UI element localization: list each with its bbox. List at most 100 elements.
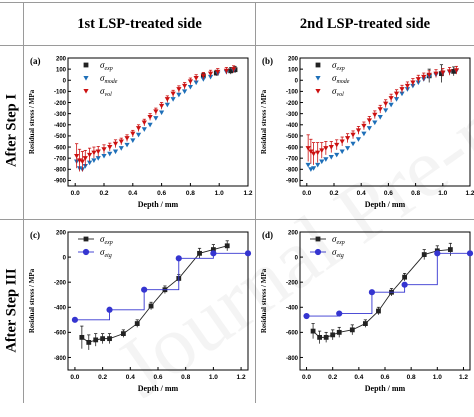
legend-marker [83, 62, 89, 68]
y-tick-label: -700 [286, 156, 299, 162]
data-point [200, 77, 206, 82]
plot-frame [299, 57, 471, 187]
data-point [120, 331, 126, 337]
data-point [107, 151, 113, 157]
data-point [153, 109, 159, 115]
data-point [159, 110, 165, 116]
x-tick-label: 0.0 [302, 374, 311, 381]
legend-label: σvol [332, 86, 344, 98]
series-etg [71, 250, 252, 323]
legend-label: σexp [100, 234, 113, 246]
x-tick-label: 0.6 [384, 190, 393, 197]
data-point [95, 149, 101, 155]
data-point [176, 87, 182, 92]
x-tick-label: 0.0 [71, 190, 80, 197]
x-tick-label: 0.0 [302, 190, 311, 197]
y-tick-label: -200 [54, 101, 67, 107]
x-tick-label: 1.0 [209, 374, 218, 381]
data-point [393, 91, 400, 97]
data-point [91, 150, 97, 156]
data-point [224, 243, 230, 249]
legend-label: σexp [332, 234, 345, 246]
y-tick-label: -400 [54, 306, 67, 312]
data-point [101, 147, 107, 152]
data-point [207, 71, 214, 77]
legend-subscript: exp [104, 240, 112, 246]
plot-frame [67, 231, 249, 371]
data-point [339, 139, 345, 145]
data-point [393, 97, 400, 102]
y-tick-label: 0 [295, 79, 299, 85]
data-point [440, 70, 446, 76]
y-tick-label: -800 [286, 356, 299, 362]
legend-subscript: etg [336, 253, 343, 259]
data-point [82, 163, 88, 169]
data-point [112, 149, 119, 155]
y-axis-label: Residual stress / MPa [260, 268, 268, 333]
series-line [81, 245, 228, 343]
data-point [372, 120, 378, 126]
legend-label: σmode [100, 73, 118, 85]
y-tick-label: -700 [54, 156, 67, 162]
legend-subscript: exp [104, 66, 112, 72]
y-tick-label: 100 [288, 67, 299, 73]
data-point [372, 112, 378, 118]
data-point [366, 126, 372, 131]
x-tick-label: 0.8 [407, 374, 416, 381]
data-point [147, 114, 153, 120]
data-point [87, 160, 93, 166]
y-tick-label: -600 [54, 145, 67, 151]
data-point [244, 250, 252, 257]
data-point [210, 250, 217, 257]
x-axis-label: Depth / mm [365, 200, 406, 209]
data-point [366, 118, 372, 123]
legend-marker [83, 76, 89, 81]
data-point [466, 250, 474, 257]
data-point [350, 141, 356, 147]
data-point [147, 122, 153, 128]
data-point [330, 332, 336, 338]
y-tick-label: 0 [295, 255, 299, 261]
y-tick-label: -100 [54, 90, 67, 96]
y-tick-label: -200 [286, 280, 299, 286]
data-point [86, 340, 92, 345]
data-point [215, 69, 221, 75]
legend-subscript: exp [336, 66, 344, 72]
panel-label: (c) [30, 230, 40, 240]
data-point [311, 166, 317, 171]
y-tick-label: -200 [54, 280, 67, 286]
data-point [197, 250, 202, 256]
chart-panel-b: 0.0 0.2 0.4 0.6 0.8 1.0 1.2 -900 -800 -700 -600 -50… [260, 56, 474, 209]
y-tick-label: -500 [54, 134, 67, 140]
y-tick-label: -900 [286, 179, 299, 185]
x-tick-label: 1.2 [459, 374, 468, 381]
legend-subscript: exp [336, 240, 344, 246]
y-tick-label: 200 [288, 56, 299, 62]
y-tick-label: 200 [288, 230, 299, 236]
data-point [415, 77, 421, 82]
data-point [317, 334, 323, 340]
column-title-2nd: 2nd LSP-treated side [299, 16, 431, 32]
y-axis-label: Residual stress / MPa [28, 89, 36, 154]
data-point [349, 327, 355, 333]
x-tick-label: 1.0 [438, 190, 447, 197]
data-point [319, 148, 325, 153]
y-tick-label: -400 [286, 306, 299, 312]
data-point [323, 146, 329, 151]
data-point [355, 137, 362, 142]
data-point [336, 310, 343, 317]
x-tick-label: 0.0 [70, 374, 79, 381]
column-title-1st: 1st LSP-treated side [77, 16, 202, 32]
x-tick-label: 1.0 [215, 190, 224, 197]
legend-marker [315, 62, 321, 68]
panel-label: (d) [262, 230, 273, 240]
data-point [362, 321, 368, 326]
data-point [106, 306, 113, 313]
legend-subscript: etg [104, 253, 111, 259]
legend-label: σexp [100, 60, 113, 72]
x-axis-label: Depth / mm [138, 200, 179, 209]
grid-line-header [0, 45, 474, 46]
legend-marker [83, 236, 89, 242]
data-point [404, 83, 411, 89]
data-point [323, 334, 329, 340]
